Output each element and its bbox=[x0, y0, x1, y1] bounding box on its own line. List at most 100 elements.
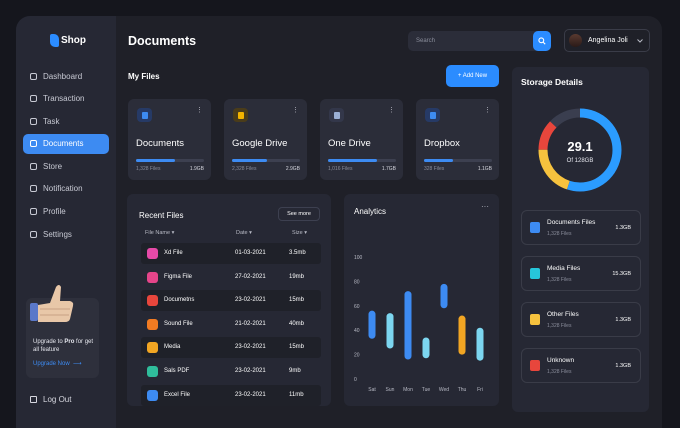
see-more-button[interactable]: See more bbox=[278, 207, 320, 221]
bar-mon[interactable] bbox=[404, 291, 412, 360]
chevron-down-icon bbox=[637, 39, 643, 43]
file-name: Figma File bbox=[164, 273, 193, 280]
card-menu-icon[interactable]: ⋮ bbox=[388, 107, 395, 114]
bar-wed[interactable] bbox=[440, 283, 448, 309]
file-name: Sound File bbox=[164, 320, 193, 327]
recent-files-panel: Recent Files See more File Name ▾ Date ▾… bbox=[127, 194, 331, 406]
sidebar-item-task[interactable]: Task bbox=[23, 111, 109, 131]
documents-icon bbox=[30, 140, 37, 148]
storage-used-value: 29.1 bbox=[567, 139, 592, 154]
column-header-file-name[interactable]: File Name ▾ bbox=[145, 230, 175, 236]
sidebar-item-label: Profile bbox=[43, 207, 66, 217]
card-menu-icon[interactable]: ⋮ bbox=[292, 107, 299, 114]
search-button[interactable] bbox=[533, 31, 551, 51]
file-size: 40mb bbox=[289, 320, 305, 327]
file-type-icon bbox=[147, 389, 158, 401]
thumbs-up-icon bbox=[30, 285, 74, 322]
analytics-title: Analytics bbox=[354, 207, 387, 216]
sidebar-item-label: Documents bbox=[43, 139, 84, 149]
add-new-button[interactable]: + Add New bbox=[446, 65, 499, 87]
user-icon bbox=[30, 208, 37, 216]
storage-item-media-files[interactable]: Media Files 1,328 Files 15.3GB bbox=[521, 256, 641, 291]
card-menu-icon[interactable]: ⋮ bbox=[484, 107, 491, 114]
user-menu[interactable]: Angelina Joli bbox=[564, 29, 650, 52]
file-card-dropbox[interactable]: ⋮ Dropbox 328 Files 1.1GB bbox=[416, 99, 499, 180]
bar-fri[interactable] bbox=[476, 327, 484, 361]
sidebar-item-notification[interactable]: Notification bbox=[23, 179, 109, 199]
logo[interactable]: Shop bbox=[50, 34, 86, 47]
table-row[interactable]: Sound File 21-02-2021 40mb bbox=[141, 314, 321, 335]
bar-sun[interactable] bbox=[386, 313, 394, 349]
sidebar-item-profile[interactable]: Profile bbox=[23, 202, 109, 222]
y-tick-label: 0 bbox=[354, 377, 357, 383]
card-name: Dropbox bbox=[424, 138, 460, 149]
bar-sat[interactable] bbox=[368, 310, 376, 339]
storage-item-name: Media Files bbox=[547, 265, 581, 272]
file-count: 2,328 Files bbox=[232, 166, 257, 172]
sidebar-item-transaction[interactable]: Transaction bbox=[23, 89, 109, 109]
column-header-date[interactable]: Date ▾ bbox=[236, 230, 252, 236]
sidebar-item-label: Transaction bbox=[43, 94, 85, 104]
search-input[interactable]: Search bbox=[408, 31, 551, 51]
file-size: 3.5mb bbox=[289, 250, 306, 256]
avatar bbox=[569, 34, 582, 47]
sidebar-item-store[interactable]: Store bbox=[23, 156, 109, 176]
usage-progress-bar bbox=[424, 159, 492, 162]
more-options-icon[interactable]: ··· bbox=[481, 202, 489, 211]
logout-button[interactable]: Log Out bbox=[30, 395, 71, 404]
bar-thu[interactable] bbox=[458, 315, 466, 355]
table-row[interactable]: Sals PDF 23-02-2021 9mb bbox=[141, 361, 321, 382]
document-icon bbox=[137, 108, 152, 122]
dashboard-icon bbox=[30, 72, 37, 80]
file-type-icon bbox=[147, 318, 158, 330]
table-row[interactable]: Media 23-02-2021 15mb bbox=[141, 337, 321, 359]
donut-segment bbox=[538, 108, 622, 192]
recent-files-title: Recent Files bbox=[139, 211, 184, 220]
file-card-one-drive[interactable]: ⋮ One Drive 1,016 Files 1.7GB bbox=[320, 99, 403, 180]
storage-details-panel: Storage Details 29.1 Of 128GB Documents … bbox=[512, 67, 649, 412]
storage-item-size: 1.3GB bbox=[615, 363, 631, 369]
file-name: Xd File bbox=[164, 250, 183, 256]
file-date: 23-02-2021 bbox=[235, 297, 266, 304]
column-header-size[interactable]: Size ▾ bbox=[292, 230, 307, 236]
file-card-google-drive[interactable]: ⋮ Google Drive 2,328 Files 2.9GB bbox=[224, 99, 307, 180]
file-name: Media bbox=[164, 344, 181, 351]
store-icon bbox=[30, 162, 37, 170]
table-row[interactable]: Documetns 23-02-2021 15mb bbox=[141, 290, 321, 312]
bell-icon bbox=[30, 185, 37, 193]
upgrade-now-link[interactable]: Upgrade Now ⟶ bbox=[33, 361, 82, 367]
file-count: 1,328 Files bbox=[136, 166, 161, 172]
unknown-file-icon bbox=[530, 360, 540, 371]
sidebar-item-settings[interactable]: Settings bbox=[23, 224, 109, 244]
sidebar-item-documents[interactable]: Documents bbox=[23, 133, 109, 154]
file-card-documents[interactable]: ⋮ Documents 1,328 Files 1.9GB bbox=[128, 99, 211, 180]
storage-item-count: 1,328 Files bbox=[547, 277, 572, 283]
y-tick-label: 40 bbox=[354, 328, 360, 334]
file-size: 15mb bbox=[289, 297, 305, 304]
storage-item-documents-files[interactable]: Documents Files 1,328 Files 1.3GB bbox=[521, 210, 641, 245]
table-row[interactable]: Excel File 23-02-2021 11mb bbox=[141, 384, 321, 406]
analytics-chart: 0 20 40 60 80 100 Sat Sun Mon Tue Wed Thu Fri bbox=[354, 255, 484, 393]
storage-item-name: Unknown bbox=[547, 357, 575, 364]
usage-progress-bar bbox=[328, 159, 396, 162]
card-menu-icon[interactable]: ⋮ bbox=[196, 107, 203, 114]
file-date: 23-02-2021 bbox=[235, 368, 266, 374]
bar-tue[interactable] bbox=[422, 337, 430, 359]
file-size: 1.1GB bbox=[477, 166, 492, 172]
media-icon bbox=[530, 268, 540, 279]
upgrade-text: Upgrade to Pro for get all feature bbox=[33, 339, 94, 353]
storage-item-unknown[interactable]: Unknown 1,328 Files 1.3GB bbox=[521, 348, 641, 383]
storage-item-count: 1,328 Files bbox=[547, 231, 572, 237]
y-tick-label: 80 bbox=[354, 279, 360, 285]
table-row[interactable]: Figma File 27-02-2021 19mb bbox=[141, 267, 321, 288]
sidebar-item-dashboard[interactable]: Dashboard bbox=[23, 66, 109, 86]
x-tick-label: Sat bbox=[368, 387, 376, 393]
search-icon bbox=[538, 37, 546, 45]
file-type-icon bbox=[147, 248, 158, 259]
table-row[interactable]: Xd File 01-03-2021 3.5mb bbox=[141, 243, 321, 264]
storage-total-value: Of 128GB bbox=[567, 158, 594, 164]
storage-item-other-files[interactable]: Other Files 1,328 Files 1.3GB bbox=[521, 302, 641, 337]
card-name: Documents bbox=[136, 138, 185, 149]
file-size: 2.9GB bbox=[285, 166, 300, 172]
y-tick-label: 20 bbox=[354, 353, 360, 359]
